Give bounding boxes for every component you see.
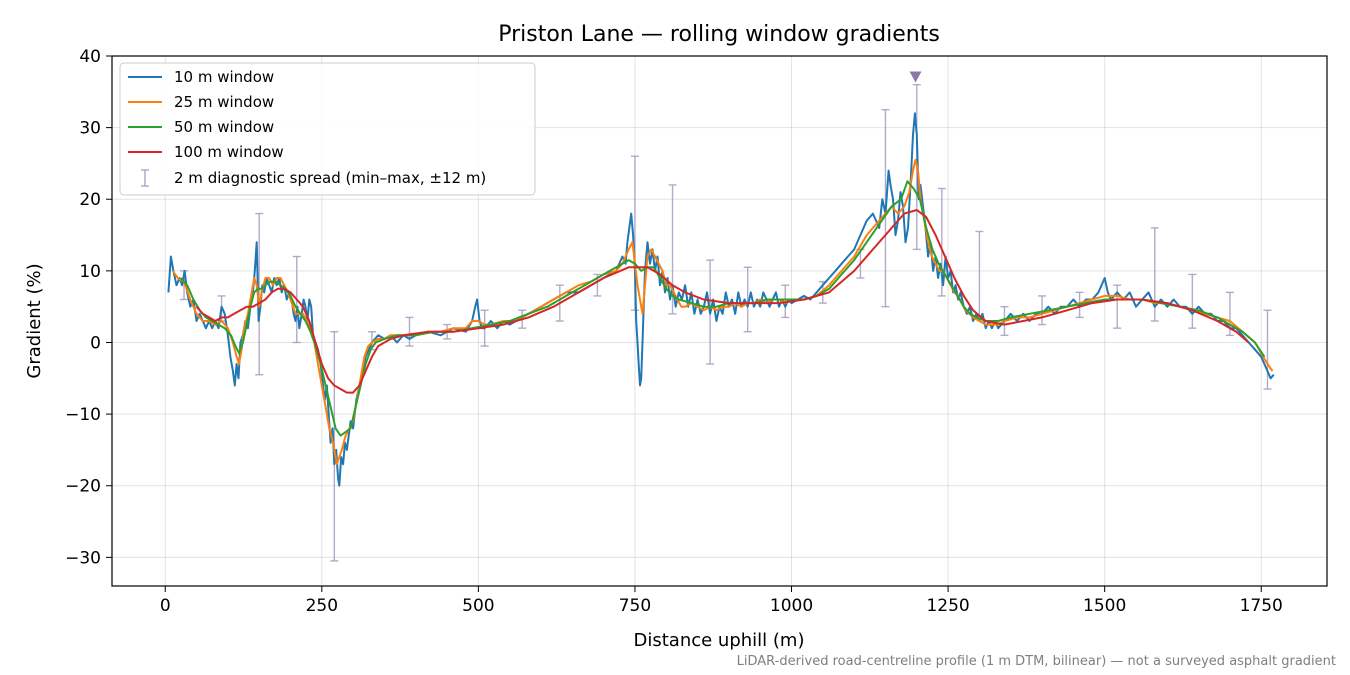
legend: 10 m window 25 m window 50 m window 100 … — [119, 62, 536, 196]
errorbar — [1188, 273, 1197, 329]
errorbar — [668, 184, 677, 315]
x-axis-label: Distance uphill (m) — [634, 630, 805, 651]
y-tick-label: −10 — [65, 405, 101, 425]
peak-marker-layer — [909, 71, 922, 83]
legend-box — [119, 62, 536, 196]
x-tick-label: 1500 — [1083, 596, 1126, 616]
errorbar — [405, 316, 414, 347]
errorbar — [1263, 309, 1272, 390]
x-tick-label: 1000 — [770, 596, 813, 616]
chart-title: Priston Lane — rolling window gradients — [498, 22, 940, 47]
legend-label-25m: 25 m window — [174, 93, 274, 111]
y-tick-label: 20 — [79, 190, 101, 210]
x-tick-label: 1750 — [1240, 596, 1283, 616]
footnote: LiDAR-derived road-centreline profile (1… — [737, 654, 1336, 669]
series-50m-line — [180, 180, 1266, 437]
y-tick-label: 10 — [79, 262, 101, 282]
series-lines — [167, 112, 1275, 487]
x-tick-label: 1250 — [926, 596, 969, 616]
y-tick-label: −30 — [65, 548, 101, 568]
series-100m-line — [195, 209, 1250, 394]
legend-label-10m: 10 m window — [174, 68, 274, 86]
x-tick-label: 500 — [462, 596, 494, 616]
legend-swatch-errorbar — [141, 169, 149, 187]
series-25m-line — [171, 158, 1274, 466]
y-tick-label: 40 — [79, 47, 101, 67]
errorbar — [1038, 295, 1047, 326]
y-tick-label: 0 — [90, 333, 101, 353]
axis-ticks: 0 250 500 750 1000 1250 1500 1750 −30 −20 −10 0 10 20… — [65, 47, 1283, 616]
x-tick-label: 0 — [160, 596, 171, 616]
errorbar — [743, 266, 752, 333]
peak-marker — [909, 71, 922, 83]
y-axis-label: Gradient (%) — [24, 263, 45, 378]
x-tick-label: 750 — [619, 596, 651, 616]
plot-frame — [111, 55, 1328, 587]
legend-label-errorbar: 2 m diagnostic spread (min–max, ±12 m) — [174, 169, 486, 187]
errorbar — [255, 212, 264, 376]
legend-label-100m: 100 m window — [174, 143, 284, 161]
legend-label-50m: 50 m window — [174, 118, 274, 136]
y-tick-label: −20 — [65, 477, 101, 497]
y-tick-label: 30 — [79, 119, 101, 139]
x-tick-label: 250 — [306, 596, 338, 616]
